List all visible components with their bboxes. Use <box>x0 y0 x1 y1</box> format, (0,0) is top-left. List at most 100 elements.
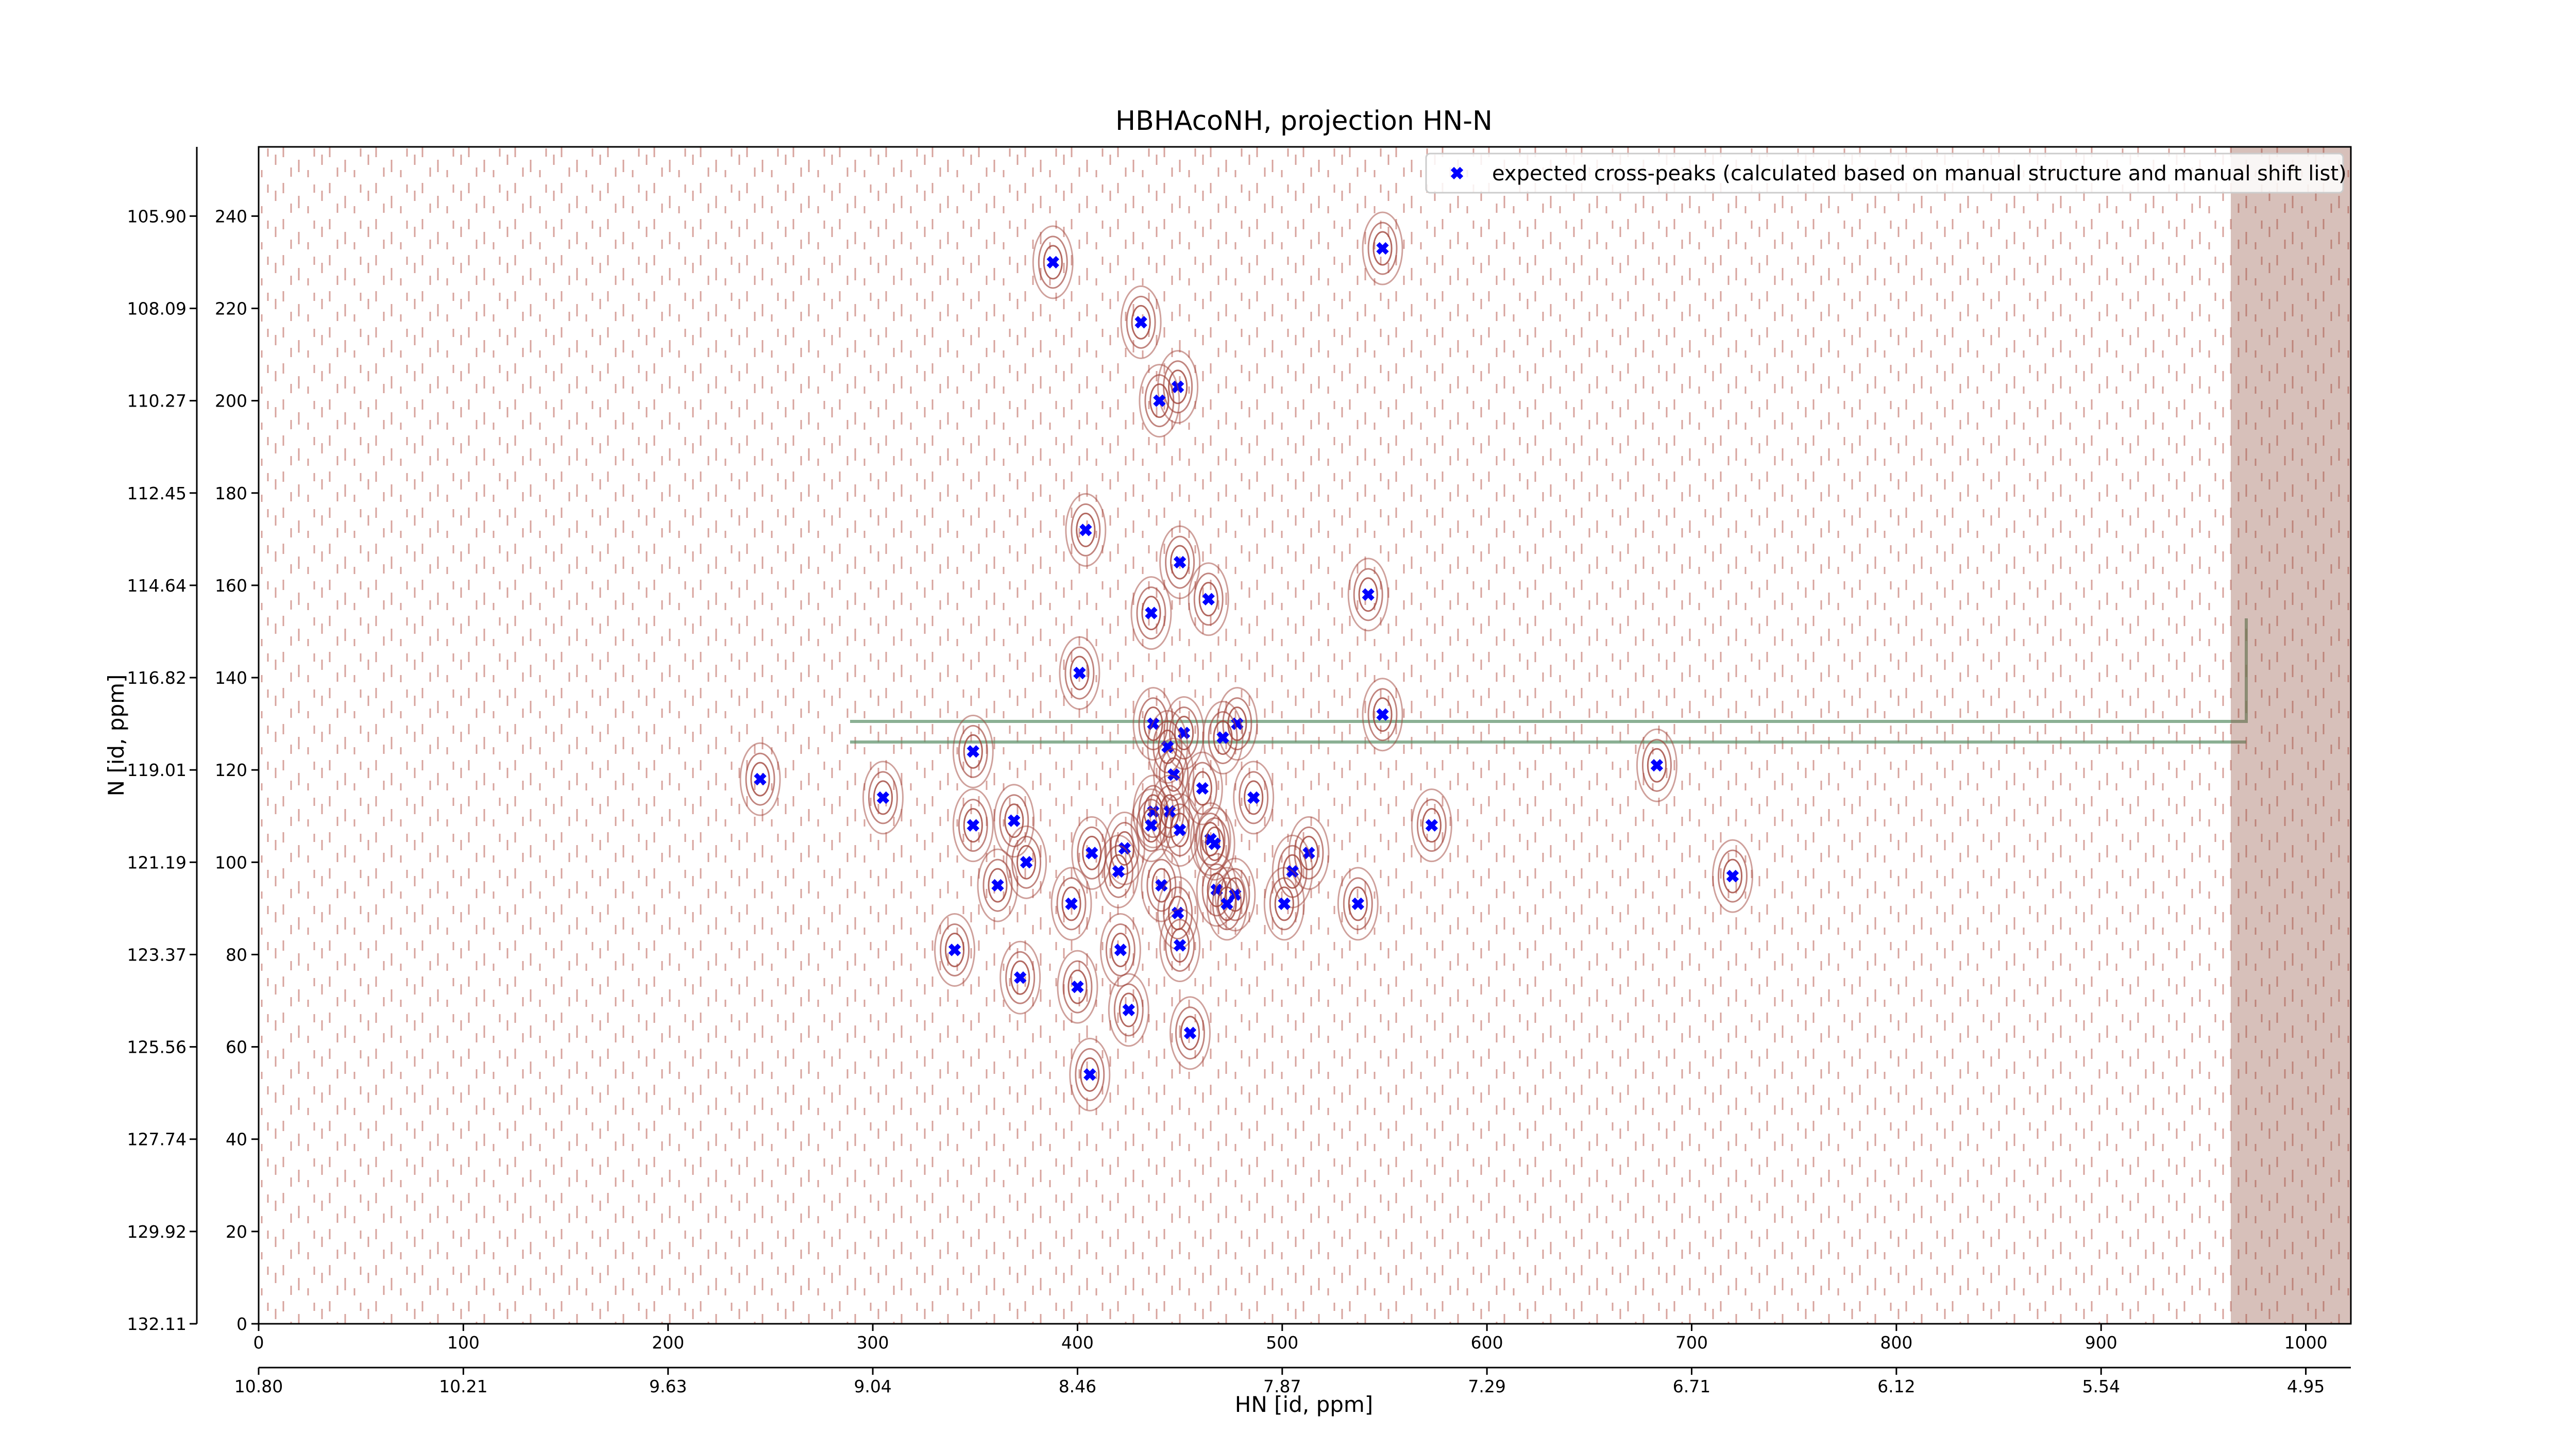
peak-contour <box>999 794 1029 848</box>
peak-contour <box>1168 369 1188 405</box>
peak-contour <box>868 771 898 824</box>
peak-contour <box>1059 636 1100 710</box>
x-axis-label: HN [id, ppm] <box>1235 1392 1373 1417</box>
y2-tick-label: 110.27 <box>127 391 187 411</box>
x-tick-label: 600 <box>1471 1333 1503 1353</box>
peak-contour <box>1212 877 1242 931</box>
peak-contour <box>1159 793 1201 867</box>
cross-peak <box>1065 897 1078 911</box>
peak-contour <box>1169 996 1211 1070</box>
peak-contour <box>1062 960 1093 1014</box>
peak-contour <box>739 742 781 816</box>
y-tick-label: 0 <box>236 1314 247 1334</box>
peak-contour <box>1032 225 1074 299</box>
peak-contour <box>963 808 983 843</box>
peak-contour <box>1071 816 1113 890</box>
cross-peak <box>1247 791 1260 804</box>
x-tick-label: 700 <box>1675 1333 1708 1353</box>
peak-contour <box>1076 512 1096 547</box>
peak-contour <box>1269 877 1299 931</box>
peak-contour <box>944 932 965 967</box>
peak-contour <box>1198 582 1218 617</box>
peak-contour <box>1294 826 1324 880</box>
peak-contour <box>934 913 976 987</box>
peak-contour <box>963 734 983 769</box>
cross-peak <box>1173 939 1187 952</box>
cross-peak <box>1202 593 1215 605</box>
peak-contour <box>958 799 988 852</box>
peak-contour <box>1174 716 1194 751</box>
peak-contour <box>1010 960 1030 995</box>
peak-contour <box>1139 364 1180 438</box>
peak-contour <box>1103 845 1133 898</box>
cross-peak <box>1216 731 1229 744</box>
x2-tick-label: 10.21 <box>439 1376 487 1396</box>
peak-contour <box>988 868 1008 903</box>
peak-contour <box>1647 748 1667 783</box>
x-tick-label: 1000 <box>2284 1333 2328 1353</box>
peak-contour <box>1348 886 1368 921</box>
peak-contour <box>1288 816 1330 890</box>
peak-contour <box>1170 813 1190 848</box>
peak-contour <box>1722 858 1743 894</box>
cross-peak <box>1147 717 1160 730</box>
x-tick-label: 400 <box>1061 1333 1094 1353</box>
cross-peak <box>1122 1003 1135 1017</box>
y2-tick-label: 105.90 <box>127 206 187 226</box>
peak-contour <box>1157 350 1199 424</box>
y2-tick-label: 112.45 <box>127 483 187 503</box>
peak-contour <box>1222 697 1252 751</box>
y-axis-label: N [id, ppm] <box>104 675 129 797</box>
cross-peak <box>1425 819 1438 832</box>
peak-contour <box>1061 886 1081 921</box>
peak-contour <box>1343 877 1373 931</box>
cross-peak <box>1196 782 1209 795</box>
peak-contour <box>745 752 775 806</box>
peak-contour <box>1016 845 1037 880</box>
cross-peak <box>1221 897 1233 911</box>
x-tick-label: 800 <box>1880 1333 1912 1353</box>
peak-contour <box>1180 1016 1200 1051</box>
legend-box <box>1425 153 2344 194</box>
y-tick-label: 120 <box>215 760 247 780</box>
peak-contour <box>1071 503 1101 557</box>
peak-contour <box>1711 839 1753 913</box>
y2-tick-label: 125.56 <box>127 1037 187 1057</box>
cross-peak <box>1046 256 1059 269</box>
peak-contour <box>977 848 1019 922</box>
peak-contour <box>1263 867 1305 941</box>
peak-contour <box>1065 493 1107 567</box>
cross-peak <box>1650 759 1664 772</box>
cross-peak <box>1013 971 1027 984</box>
x-tick-label: 100 <box>447 1333 480 1353</box>
x2-tick-label: 7.87 <box>1263 1376 1301 1396</box>
peak-contour <box>1147 710 1189 784</box>
legend-marker <box>1450 166 1464 180</box>
cross-peak <box>967 819 979 832</box>
x2-tick-label: 6.12 <box>1877 1376 1915 1396</box>
peak-contour <box>952 788 994 863</box>
noise-contours <box>259 147 2351 1324</box>
peak-contour <box>1411 788 1452 863</box>
cross-peak <box>1173 555 1187 569</box>
cross-peak <box>754 772 767 786</box>
peak-contour <box>1244 780 1264 815</box>
streak-contour <box>850 618 2248 744</box>
peak-contour <box>1164 757 1184 792</box>
x2-tick-label: 9.63 <box>649 1376 687 1396</box>
cross-peak <box>1020 856 1033 869</box>
peak-contour <box>1353 568 1383 621</box>
peak-contour <box>862 761 904 835</box>
peak-contour <box>1214 857 1256 932</box>
y2-tick-label: 123.37 <box>127 945 187 965</box>
peak-contour <box>1165 919 1195 972</box>
cross-peak <box>1112 865 1125 878</box>
peak-contour <box>1109 821 1140 875</box>
y2-tick-label: 127.74 <box>127 1130 187 1150</box>
y2-tick-label: 129.92 <box>127 1222 187 1242</box>
peak-contour <box>1165 803 1195 857</box>
peak-contour <box>999 940 1041 1015</box>
y-tick-label: 100 <box>215 852 247 872</box>
y-tick-label: 200 <box>215 391 247 411</box>
